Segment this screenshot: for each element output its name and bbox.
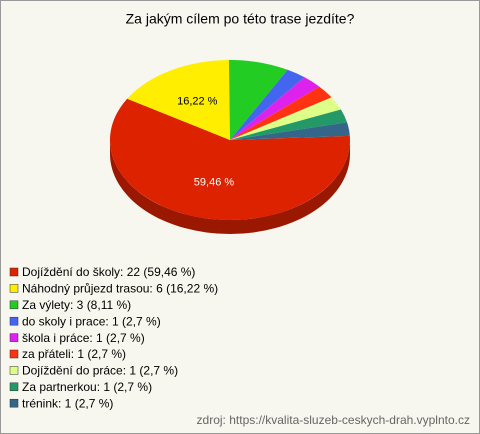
slice (228, 60, 288, 141)
legend-swatch (9, 333, 19, 342)
legend-label: Dojíždění do školy: 22 (59,46 %) (22, 265, 195, 279)
legend-swatch (9, 300, 19, 310)
source: zdroj: https://kvalita-sluzeb-ceskych-dr… (197, 413, 470, 427)
chart-title: Za jakým cílem po této trase jezdíte? (126, 11, 355, 27)
value-label: 16,22 % (177, 96, 218, 108)
slice (230, 77, 320, 140)
slice (110, 98, 351, 220)
legend-label: škola i práce: 1 (2,7 %) (22, 331, 145, 345)
legend-label: trénink: 1 (2,7 %) (22, 396, 113, 410)
slice (230, 109, 348, 140)
slice (230, 122, 350, 140)
legend-swatch (9, 366, 19, 375)
slice (230, 97, 341, 140)
legend-swatch (9, 284, 19, 293)
slice (127, 60, 230, 140)
legend-swatch (9, 349, 19, 359)
slice (230, 69, 305, 140)
legend-label: Náhodný průjezd trasou: 6 (16,22 %) (22, 282, 218, 296)
legend-label: Dojíždění do práce: 1 (2,7 %) (22, 364, 178, 378)
legend-label: do skoly i prace: 1 (2,7 %) (22, 314, 161, 328)
value-label: 59,46 % (194, 177, 235, 189)
legend-label: za přáteli: 1 (2,7 %) (22, 347, 126, 361)
legend-label: Za výlety: 3 (8,11 %) (22, 298, 131, 312)
legend-label: Za partnerkou: 1 (2,7 %) (22, 380, 152, 394)
legend-swatch (9, 316, 19, 326)
legend-swatch (9, 267, 19, 277)
legend-swatch (9, 382, 19, 392)
slice (230, 86, 332, 140)
legend-swatch (9, 398, 19, 408)
slice-side (110, 140, 350, 234)
